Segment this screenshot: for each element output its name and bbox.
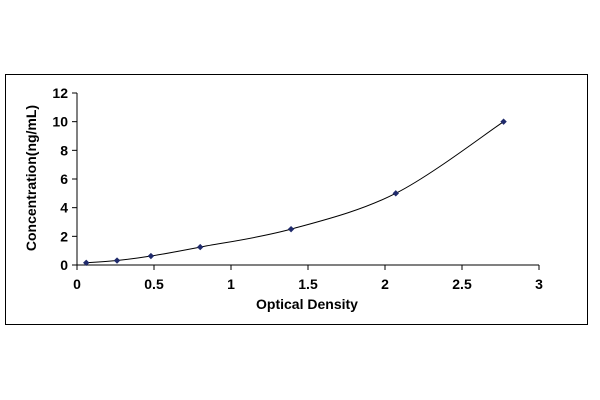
y-tick-label: 2 [60, 228, 68, 244]
data-point [500, 118, 507, 125]
trend-curve [86, 121, 504, 264]
data-point [147, 252, 155, 260]
y-tick-label: 4 [60, 200, 68, 216]
y-tick-label: 10 [52, 114, 68, 130]
x-tick-label: 0 [73, 276, 81, 292]
data-point [197, 243, 204, 251]
y-tick-label: 8 [60, 142, 68, 158]
ticks: 0 0.5 1 1.5 2 2.5 3 0 2 4 6 8 10 12 [52, 85, 543, 292]
x-tick-label: 1.5 [298, 276, 318, 292]
y-axis-title: Concentration(ng/mL) [23, 105, 39, 251]
curve-layer [86, 121, 504, 264]
x-tick-label: 2.5 [452, 276, 472, 292]
x-tick-label: 0.5 [144, 276, 164, 292]
y-tick-label: 6 [60, 171, 68, 187]
axes [76, 93, 539, 266]
data-point [113, 257, 121, 264]
chart-frame [5, 74, 588, 325]
x-tick-label: 2 [381, 276, 389, 292]
data-point [392, 190, 399, 197]
points-layer [83, 118, 507, 266]
y-tick-label: 12 [52, 85, 68, 101]
x-tick-label: 3 [535, 276, 543, 292]
x-tick-label: 1 [227, 276, 235, 292]
y-tick-label: 0 [60, 257, 68, 273]
x-axis-title: Optical Density [256, 296, 358, 312]
data-point [287, 225, 295, 233]
data-point [83, 259, 90, 266]
